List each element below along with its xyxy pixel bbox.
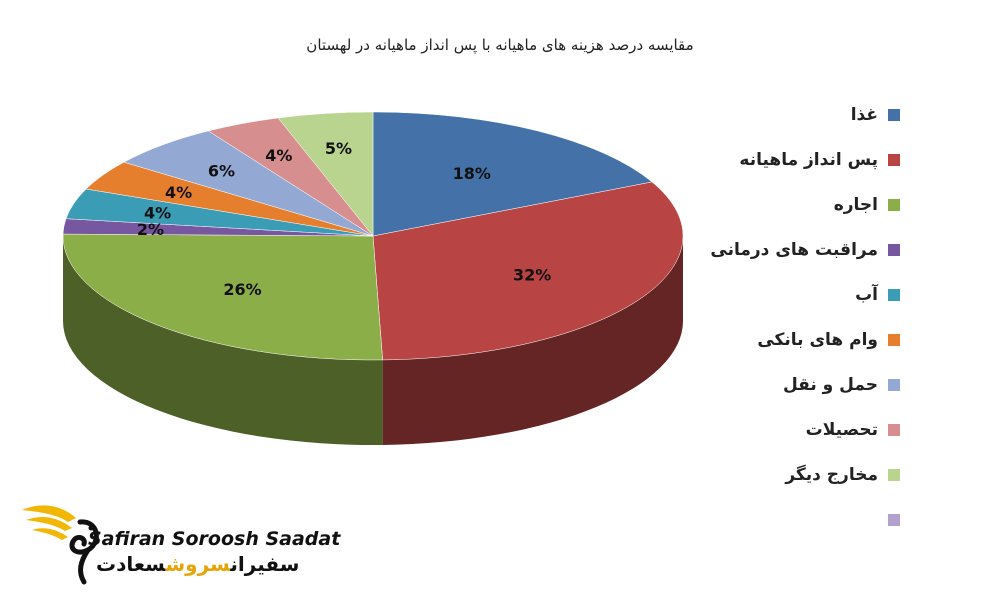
legend-item-3: مراقبت های درمانی xyxy=(700,227,900,272)
legend-swatch-8 xyxy=(888,468,900,481)
legend-label-2: اجاره xyxy=(833,194,878,215)
legend-label-6: حمل و نقل xyxy=(782,374,878,395)
pie-side-2-0 xyxy=(63,236,383,446)
chart-title: مقایسه درصد هزینه های ماهیانه با پس اندا… xyxy=(306,36,694,54)
pie-side-1-0 xyxy=(382,236,683,445)
legend-swatch-7 xyxy=(888,423,900,436)
legend-item-7: تحصیلات xyxy=(700,407,900,452)
legend-item-9 xyxy=(700,497,900,542)
pie-value-label-0: 18% xyxy=(453,164,491,183)
pie-value-label-2: 26% xyxy=(223,280,261,299)
pie-value-label-1: 32% xyxy=(513,266,551,285)
pie-slice-1 xyxy=(372,181,684,361)
legend-swatch-3 xyxy=(888,243,900,256)
pie-tops xyxy=(62,111,684,361)
legend-item-5: وام های بانکی xyxy=(700,317,900,362)
brand-fa-part1: سفیران xyxy=(230,552,300,576)
brand-logo: Safiran Soroosh Saadat سفیرانسروشسعادت xyxy=(18,490,340,590)
pie-slice-0 xyxy=(372,111,653,237)
eagle-logo-icon xyxy=(22,505,99,585)
pie-sides xyxy=(63,236,683,446)
legend-item-8: مخارج دیگر xyxy=(700,452,900,497)
pie-value-label-6: 6% xyxy=(208,161,235,180)
legend-label-1: پس انداز ماهیانه xyxy=(739,149,878,170)
legend-swatch-1 xyxy=(888,153,900,166)
brand-fa-part2: سروش xyxy=(165,552,231,576)
legend-swatch-2 xyxy=(888,198,900,211)
pie-value-label-4: 4% xyxy=(144,204,171,223)
pie-labels: 18%32%26%2%4%4%6%4% 5% xyxy=(137,139,551,299)
legend-item-6: حمل و نقل xyxy=(700,362,900,407)
legend-label-4: آب xyxy=(855,284,878,305)
pie-slice-8 xyxy=(277,111,374,237)
legend-swatch-0 xyxy=(888,108,900,121)
pie-value-label-3: 2% xyxy=(137,220,164,239)
pie-value-label-8: 5% xyxy=(325,139,352,158)
legend-label-3: مراقبت های درمانی xyxy=(710,239,878,260)
legend-label-5: وام های بانکی xyxy=(757,329,878,350)
brand-name-fa: سفیرانسروشسعادت xyxy=(96,552,299,576)
legend-label-0: غذا xyxy=(850,104,878,125)
legend-swatch-5 xyxy=(888,333,900,346)
legend-item-0: غذا xyxy=(700,92,900,137)
legend-item-2: اجاره xyxy=(700,182,900,227)
legend-item-4: آب xyxy=(700,272,900,317)
legend-swatch-6 xyxy=(888,378,900,391)
legend-label-8: مخارج دیگر xyxy=(785,464,878,485)
legend-item-1: پس انداز ماهیانه xyxy=(700,137,900,182)
legend-swatch-4 xyxy=(888,288,900,301)
legend-swatch-9 xyxy=(888,513,900,526)
legend-label-7: تحصیلات xyxy=(805,419,878,440)
pie-value-label-5: 4% xyxy=(165,183,192,202)
pie-value-label-7: 4% xyxy=(265,146,292,165)
brand-fa-part3: سعادت xyxy=(96,552,166,576)
pie-slice-2 xyxy=(62,233,383,361)
legend: غذا پس انداز ماهیانه اجاره مراقبت های درمان… xyxy=(700,92,900,542)
brand-name-en: Safiran Soroosh Saadat xyxy=(88,528,341,550)
